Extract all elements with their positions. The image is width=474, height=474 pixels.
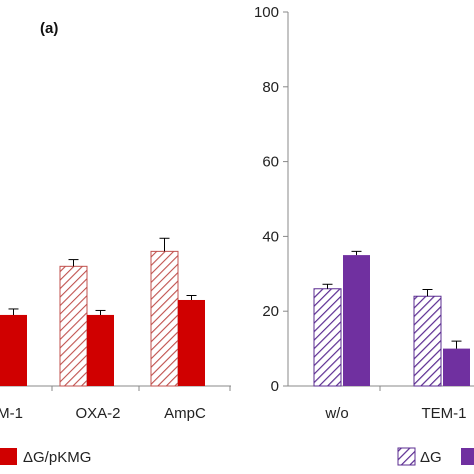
bar-tem-1-series-1 xyxy=(413,295,442,387)
right-chart: 0 20 40 60 80 100 w/o TEM-1 xyxy=(254,4,474,422)
x-category-label: OXA-2 xyxy=(75,405,120,422)
legend-label-dg: ΔG xyxy=(420,449,442,466)
x-category-label: AmpC xyxy=(164,405,206,422)
bar-ampc-series-2 xyxy=(178,299,205,386)
bar-m-1-series-2 xyxy=(0,314,27,386)
bar-oxa-2-series-1 xyxy=(59,265,88,387)
bar-oxa-2-series-2 xyxy=(87,314,114,386)
y-tick-label-20: 20 xyxy=(262,303,279,320)
y-tick-label-100: 100 xyxy=(254,4,279,21)
y-tick-label-40: 40 xyxy=(262,228,279,245)
y-tick-label-80: 80 xyxy=(262,79,279,96)
left-chart: M-1 OXA-2 AmpC xyxy=(0,237,231,422)
legend-swatch-dg xyxy=(397,447,416,466)
bar-w-o-series-1 xyxy=(313,288,342,387)
y-tick-label-60: 60 xyxy=(262,154,279,171)
legend-swatch-solid-purple xyxy=(461,448,474,465)
bar-tem-1-series-2 xyxy=(443,348,470,386)
bar-ampc-series-1 xyxy=(150,250,179,387)
legend-label-dg-pkmg: ΔG/pKMG xyxy=(23,449,91,466)
x-category-label: TEM-1 xyxy=(422,405,467,422)
y-tick-label-0: 0 xyxy=(271,378,279,395)
panel-label-a: (a) xyxy=(40,20,58,37)
legend-swatch-dg-pkmg xyxy=(0,448,17,465)
bar-w-o-series-2 xyxy=(343,255,370,386)
x-category-label: M-1 xyxy=(0,405,23,422)
x-category-label: w/o xyxy=(324,405,348,422)
